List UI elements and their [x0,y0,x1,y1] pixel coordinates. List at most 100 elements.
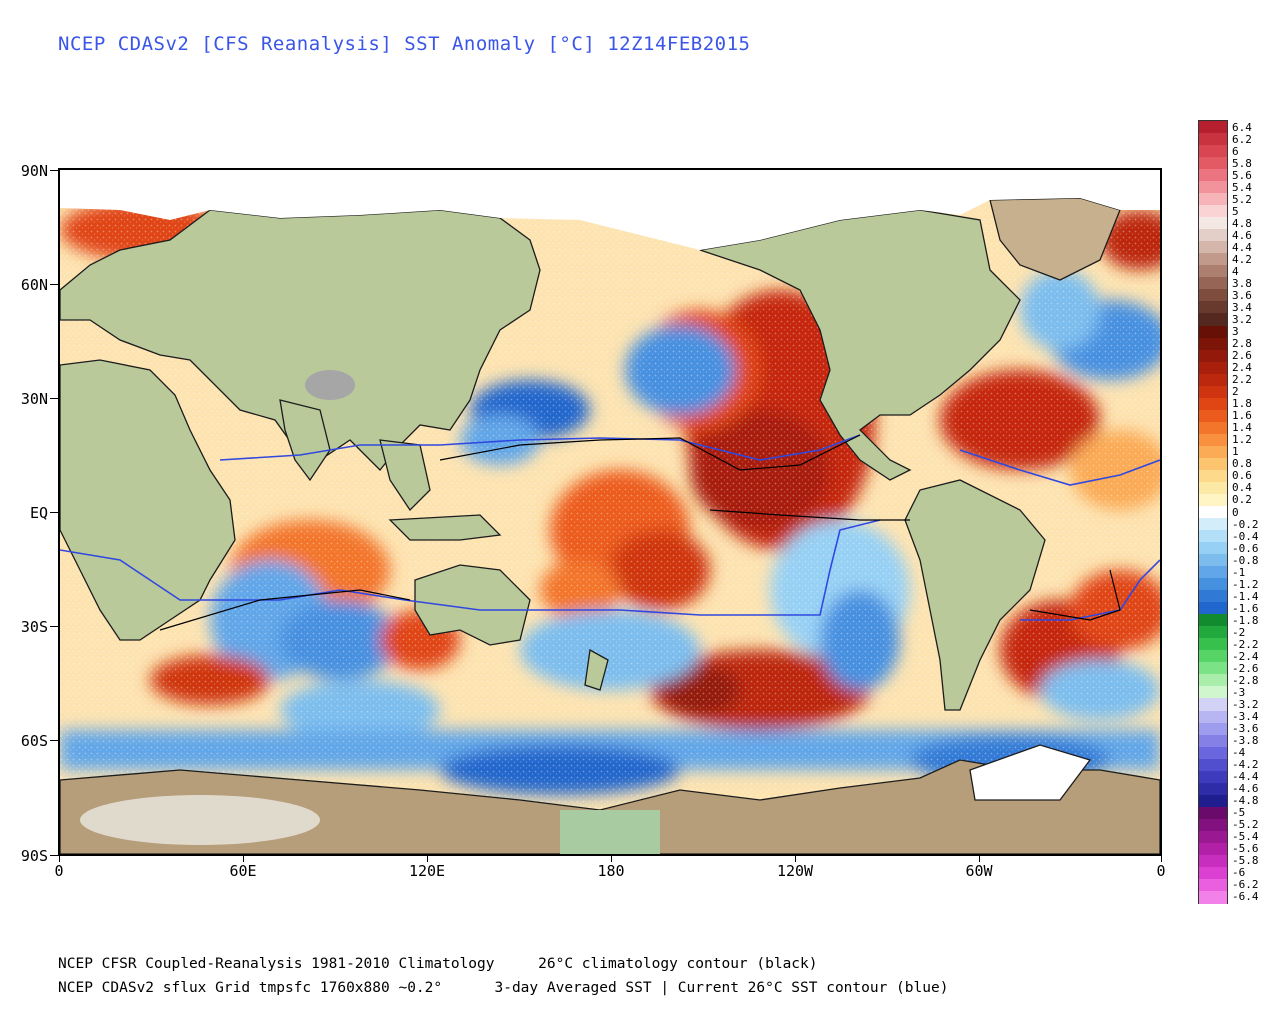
colorbar-swatch [1199,133,1227,146]
colorbar-label: -1.8 [1232,613,1259,627]
colorbar-swatch [1199,277,1227,291]
lat-label-90n: 90N [20,162,48,180]
colorbar-label: -2.6 [1232,661,1259,675]
colorbar-swatch [1199,289,1227,303]
colorbar-swatch [1199,818,1227,832]
new-zealand-landmass [584,648,609,691]
colorbar-swatch [1199,121,1227,134]
colorbar-swatch [1199,505,1227,519]
lon-tick [979,856,980,862]
colorbar-swatch [1199,481,1227,495]
colorbar-label: -3 [1232,685,1246,699]
colorbar-label: -2.2 [1232,637,1259,651]
colorbar-label: -3.4 [1232,710,1259,724]
colorbar-label: -6.2 [1232,878,1259,892]
antarctica-landmass [60,759,1160,854]
colorbar-label: 2 [1232,385,1239,399]
colorbar-swatch [1199,373,1227,387]
colorbar-swatch [1199,301,1227,315]
colorbar-label: 1 [1232,445,1239,459]
ross-ice-shelf [560,810,660,854]
colorbar-label: -5.4 [1232,830,1259,844]
lat-tick [50,626,58,627]
colorbar-swatch [1199,157,1227,170]
colorbar-swatch [1199,758,1227,772]
colorbar-label: -6.4 [1232,890,1259,904]
colorbar-swatch [1199,662,1227,675]
colorbar-label: -4.8 [1232,794,1259,808]
sst-anomaly-map [58,168,1162,856]
colorbar-swatch [1199,734,1227,748]
colorbar-swatch [1199,614,1227,627]
colorbar-label: -3.6 [1232,722,1259,736]
colorbar-label: 1.6 [1232,409,1252,423]
colorbar-swatch [1199,686,1227,700]
colorbar-label: 0 [1232,505,1239,519]
colorbar-label: 6.4 [1232,120,1252,134]
colorbar-swatch [1199,433,1227,447]
indonesia-landmass [388,514,502,541]
lon-tick [795,856,796,862]
colorbar-label: 3.8 [1232,276,1252,290]
colorbar-swatch [1199,145,1227,158]
colorbar-swatch [1199,566,1227,579]
colorbar-swatch [1199,794,1227,808]
colorbar-swatch [1199,854,1227,868]
lat-tick [50,512,58,513]
colorbar-swatch [1199,337,1227,351]
colorbar-swatch [1199,542,1227,555]
colorbar-label: 4 [1232,264,1239,278]
colorbar-label: 6 [1232,144,1239,158]
footer-climatology-note: NCEP CFSR Coupled-Reanalysis 1981-2010 C… [58,956,818,972]
colorbar-swatch [1199,530,1227,543]
colorbar-swatch [1199,638,1227,651]
antarctica-ice [80,795,320,845]
colorbar-swatch [1199,349,1227,363]
colorbar-label: -5.6 [1232,842,1259,856]
greenland-landmass [989,197,1121,281]
colorbar-label: 1.4 [1232,421,1252,435]
land-masses [60,197,1160,854]
lat-label-30n: 30N [20,390,48,408]
colorbar-label: -0.4 [1232,529,1259,543]
colorbar-label: 0.2 [1232,493,1252,507]
colorbar-label: -2 [1232,625,1246,639]
colorbar-label: 3.6 [1232,288,1252,302]
weddell-sea-ice [969,744,1092,801]
colorbar-label: -3.2 [1232,697,1259,711]
chart-title: NCEP CDASv2 [CFS Reanalysis] SST Anomaly… [58,33,751,55]
lat-label-60s: 60S [20,732,48,750]
colorbar-label: -0.2 [1232,517,1259,531]
lon-label-120w: 120W [776,862,814,880]
colorbar-label: 5.6 [1232,168,1252,182]
climatology-26c-contour-atlantic [1029,569,1121,621]
colorbar-swatch [1199,169,1227,182]
climatology-26c-contour-indian [159,589,411,631]
south-america-landmass [904,479,1046,711]
colorbar-label: 1.8 [1232,397,1252,411]
current-26c-contour-north [219,434,861,461]
lon-label-180: 180 [597,862,625,880]
colorbar-swatch [1199,782,1227,796]
colorbar-label: 4.8 [1232,216,1252,230]
colorbar-label: 0.8 [1232,457,1252,471]
colorbar-label: 0.6 [1232,469,1252,483]
colorbar-label: -4 [1232,746,1246,760]
lon-label-60e: 60E [229,862,257,880]
lat-label-90s: 90S [20,847,48,865]
current-26c-contour-south [60,519,881,616]
colorbar-label: -1.6 [1232,601,1259,615]
colorbar-swatch [1199,265,1227,278]
colorbar-label: 4.4 [1232,240,1252,254]
colorbar-swatch [1199,409,1227,423]
lat-tick [50,398,58,399]
colorbar-label: 1.2 [1232,433,1252,447]
climatology-26c-contour-north [439,434,861,471]
colorbar-label: 2.6 [1232,349,1252,363]
colorbar-swatch [1199,554,1227,567]
colorbar-label: 3.4 [1232,300,1252,314]
colorbar-label: 5.8 [1232,156,1252,170]
colorbar-swatch [1199,890,1227,904]
colorbar-swatch [1199,770,1227,784]
current-26c-contour-atlantic [959,449,1160,486]
